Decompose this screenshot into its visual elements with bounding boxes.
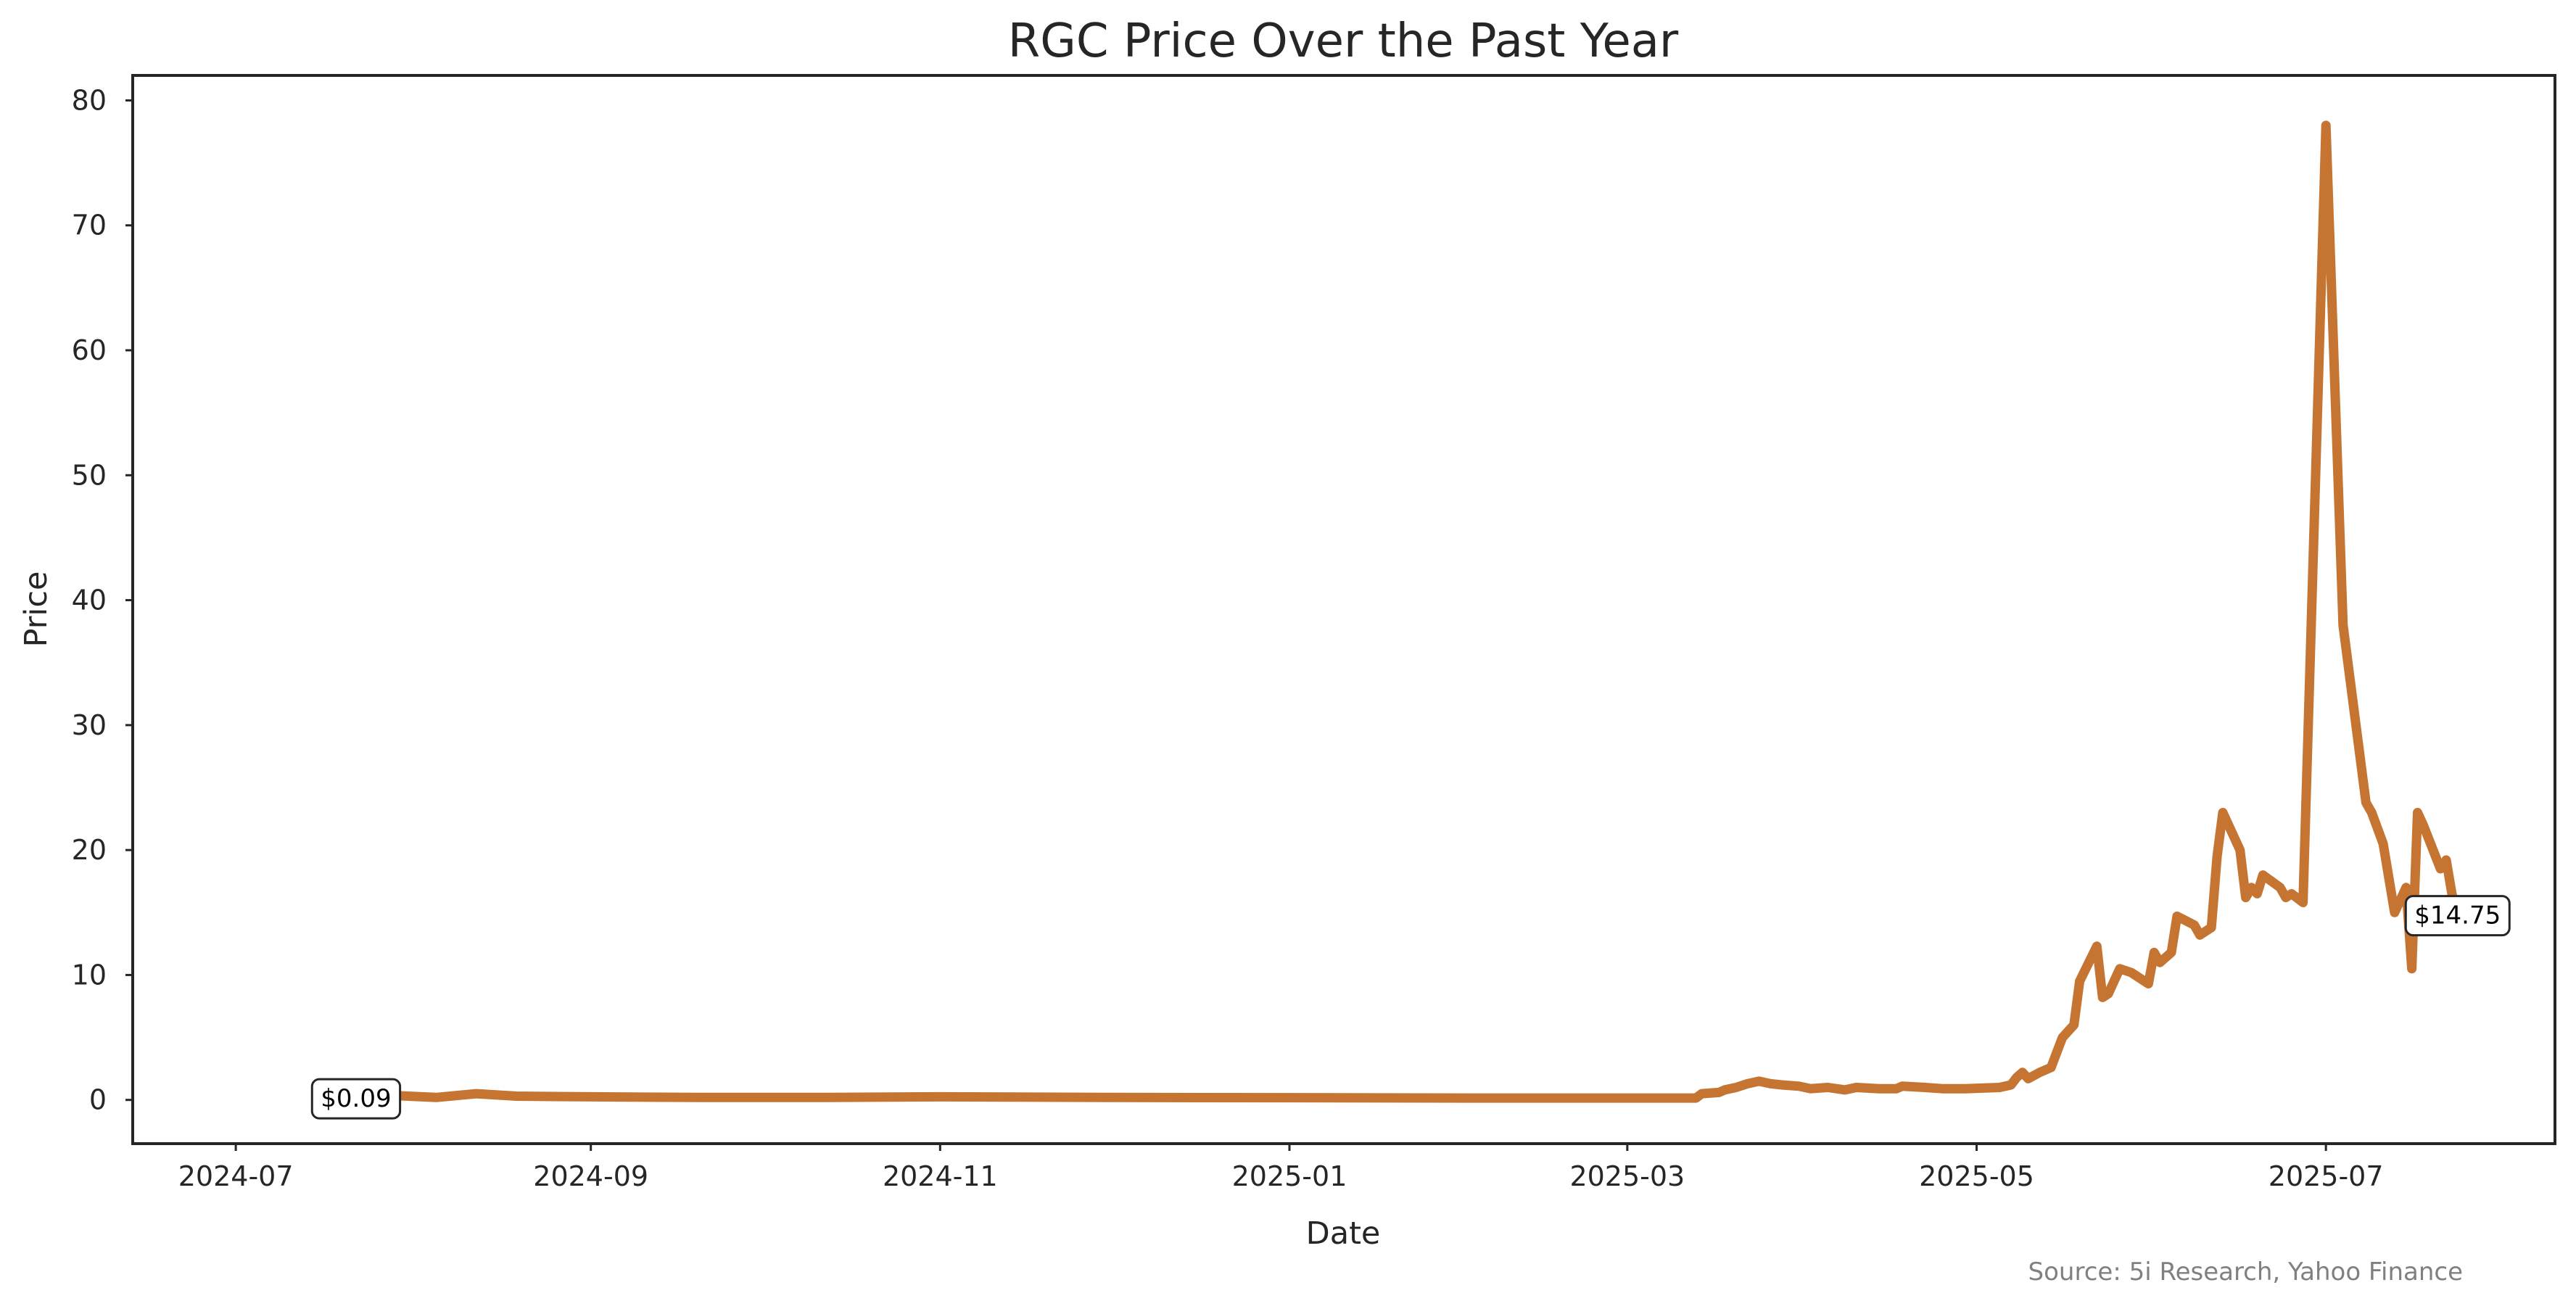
y-axis-title: Price <box>18 571 54 648</box>
x-tick-label: 2024-07 <box>178 1160 294 1192</box>
annotation-box <box>2404 895 2511 937</box>
y-axis-ticks: 0 10 20 30 40 50 60 70 80 <box>72 84 133 1116</box>
x-axis-ticks: 2024-07 2024-09 2024-11 2025-01 2025-03 2025-… <box>178 1144 2384 1192</box>
plot-frame <box>131 74 2556 1145</box>
annotation-box <box>310 1078 402 1120</box>
annotations: $0.09 $14.75 <box>310 895 2511 1120</box>
x-tick-label: 2025-05 <box>1919 1160 2034 1192</box>
value-annotation: $14.75 <box>2404 895 2511 937</box>
y-tick-label: 50 <box>72 459 107 491</box>
y-tick-label: 40 <box>72 585 107 616</box>
y-tick-label: 70 <box>72 210 107 241</box>
y-tick-label: 60 <box>72 334 107 366</box>
x-tick-label: 2025-07 <box>2269 1160 2384 1192</box>
x-tick-label: 2024-09 <box>533 1160 648 1192</box>
x-tick-label: 2025-03 <box>1569 1160 1685 1192</box>
y-tick-label: 10 <box>72 959 107 991</box>
y-tick-label: 20 <box>72 834 107 866</box>
value-annotation: $0.09 <box>310 1078 402 1120</box>
chart-title: RGC Price Over the Past Year <box>1008 15 1679 68</box>
annotation-label: $14.75 <box>2414 901 2501 930</box>
y-tick-label: 30 <box>72 709 107 741</box>
y-tick-label: 80 <box>72 84 107 116</box>
price-series-line <box>351 120 2463 1104</box>
source-note: Source: 5i Research, Yahoo Finance <box>2028 1258 2463 1287</box>
x-axis-title: Date <box>1306 1215 1381 1252</box>
x-tick-label: 2025-01 <box>1232 1160 1347 1192</box>
annotation-label: $0.09 <box>321 1084 391 1113</box>
x-tick-label: 2024-11 <box>883 1160 998 1192</box>
plot-area <box>351 120 2463 1104</box>
y-tick-label: 0 <box>89 1084 107 1116</box>
